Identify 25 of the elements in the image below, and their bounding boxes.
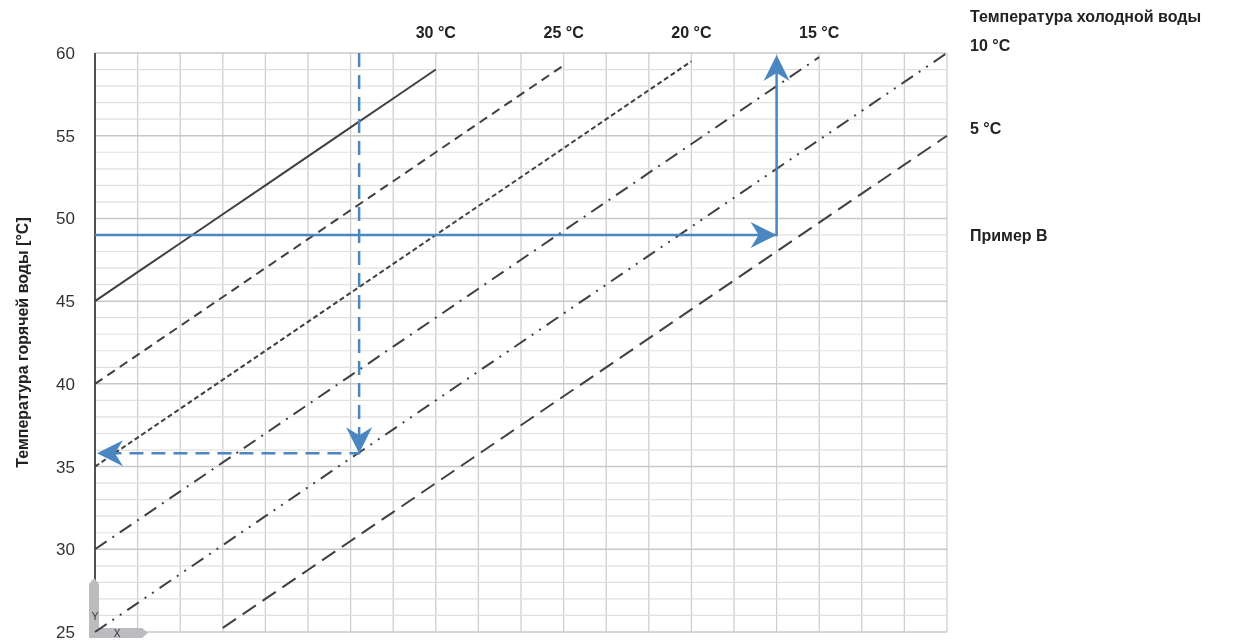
- y-tick-label: 40: [56, 374, 75, 394]
- text: 30 °C: [415, 24, 457, 41]
- annotation: Y: [91, 611, 99, 622]
- y-axis-title: Температура горячей воды [°C]: [14, 217, 31, 468]
- series-label: 5 °C: [970, 119, 1002, 137]
- line-series: [94, 60, 693, 468]
- series-label: 15 °C: [799, 24, 840, 41]
- y-tick-label: 60: [56, 43, 75, 63]
- y-tick-label: 50: [56, 209, 75, 229]
- y-tick-label: 45: [56, 292, 75, 312]
- line-series: [94, 56, 821, 551]
- series-label: 20 °C: [671, 24, 712, 41]
- line-series: [221, 134, 948, 629]
- line-series: [94, 68, 437, 303]
- y-tick-label: 30: [56, 540, 75, 560]
- annotation: X: [113, 628, 121, 639]
- line-series: [94, 64, 565, 385]
- y-tick-label: 35: [56, 457, 75, 477]
- axes-icon: Y X: [89, 578, 148, 641]
- series-label: 25 °C: [543, 24, 585, 41]
- text: Пример B: [970, 226, 1048, 244]
- series-label: 10 °C: [970, 37, 1011, 54]
- y-tick-label: 25: [56, 622, 75, 641]
- legend-title: Температура холодной воды: [970, 8, 1202, 25]
- y-tick-label: 55: [56, 126, 75, 146]
